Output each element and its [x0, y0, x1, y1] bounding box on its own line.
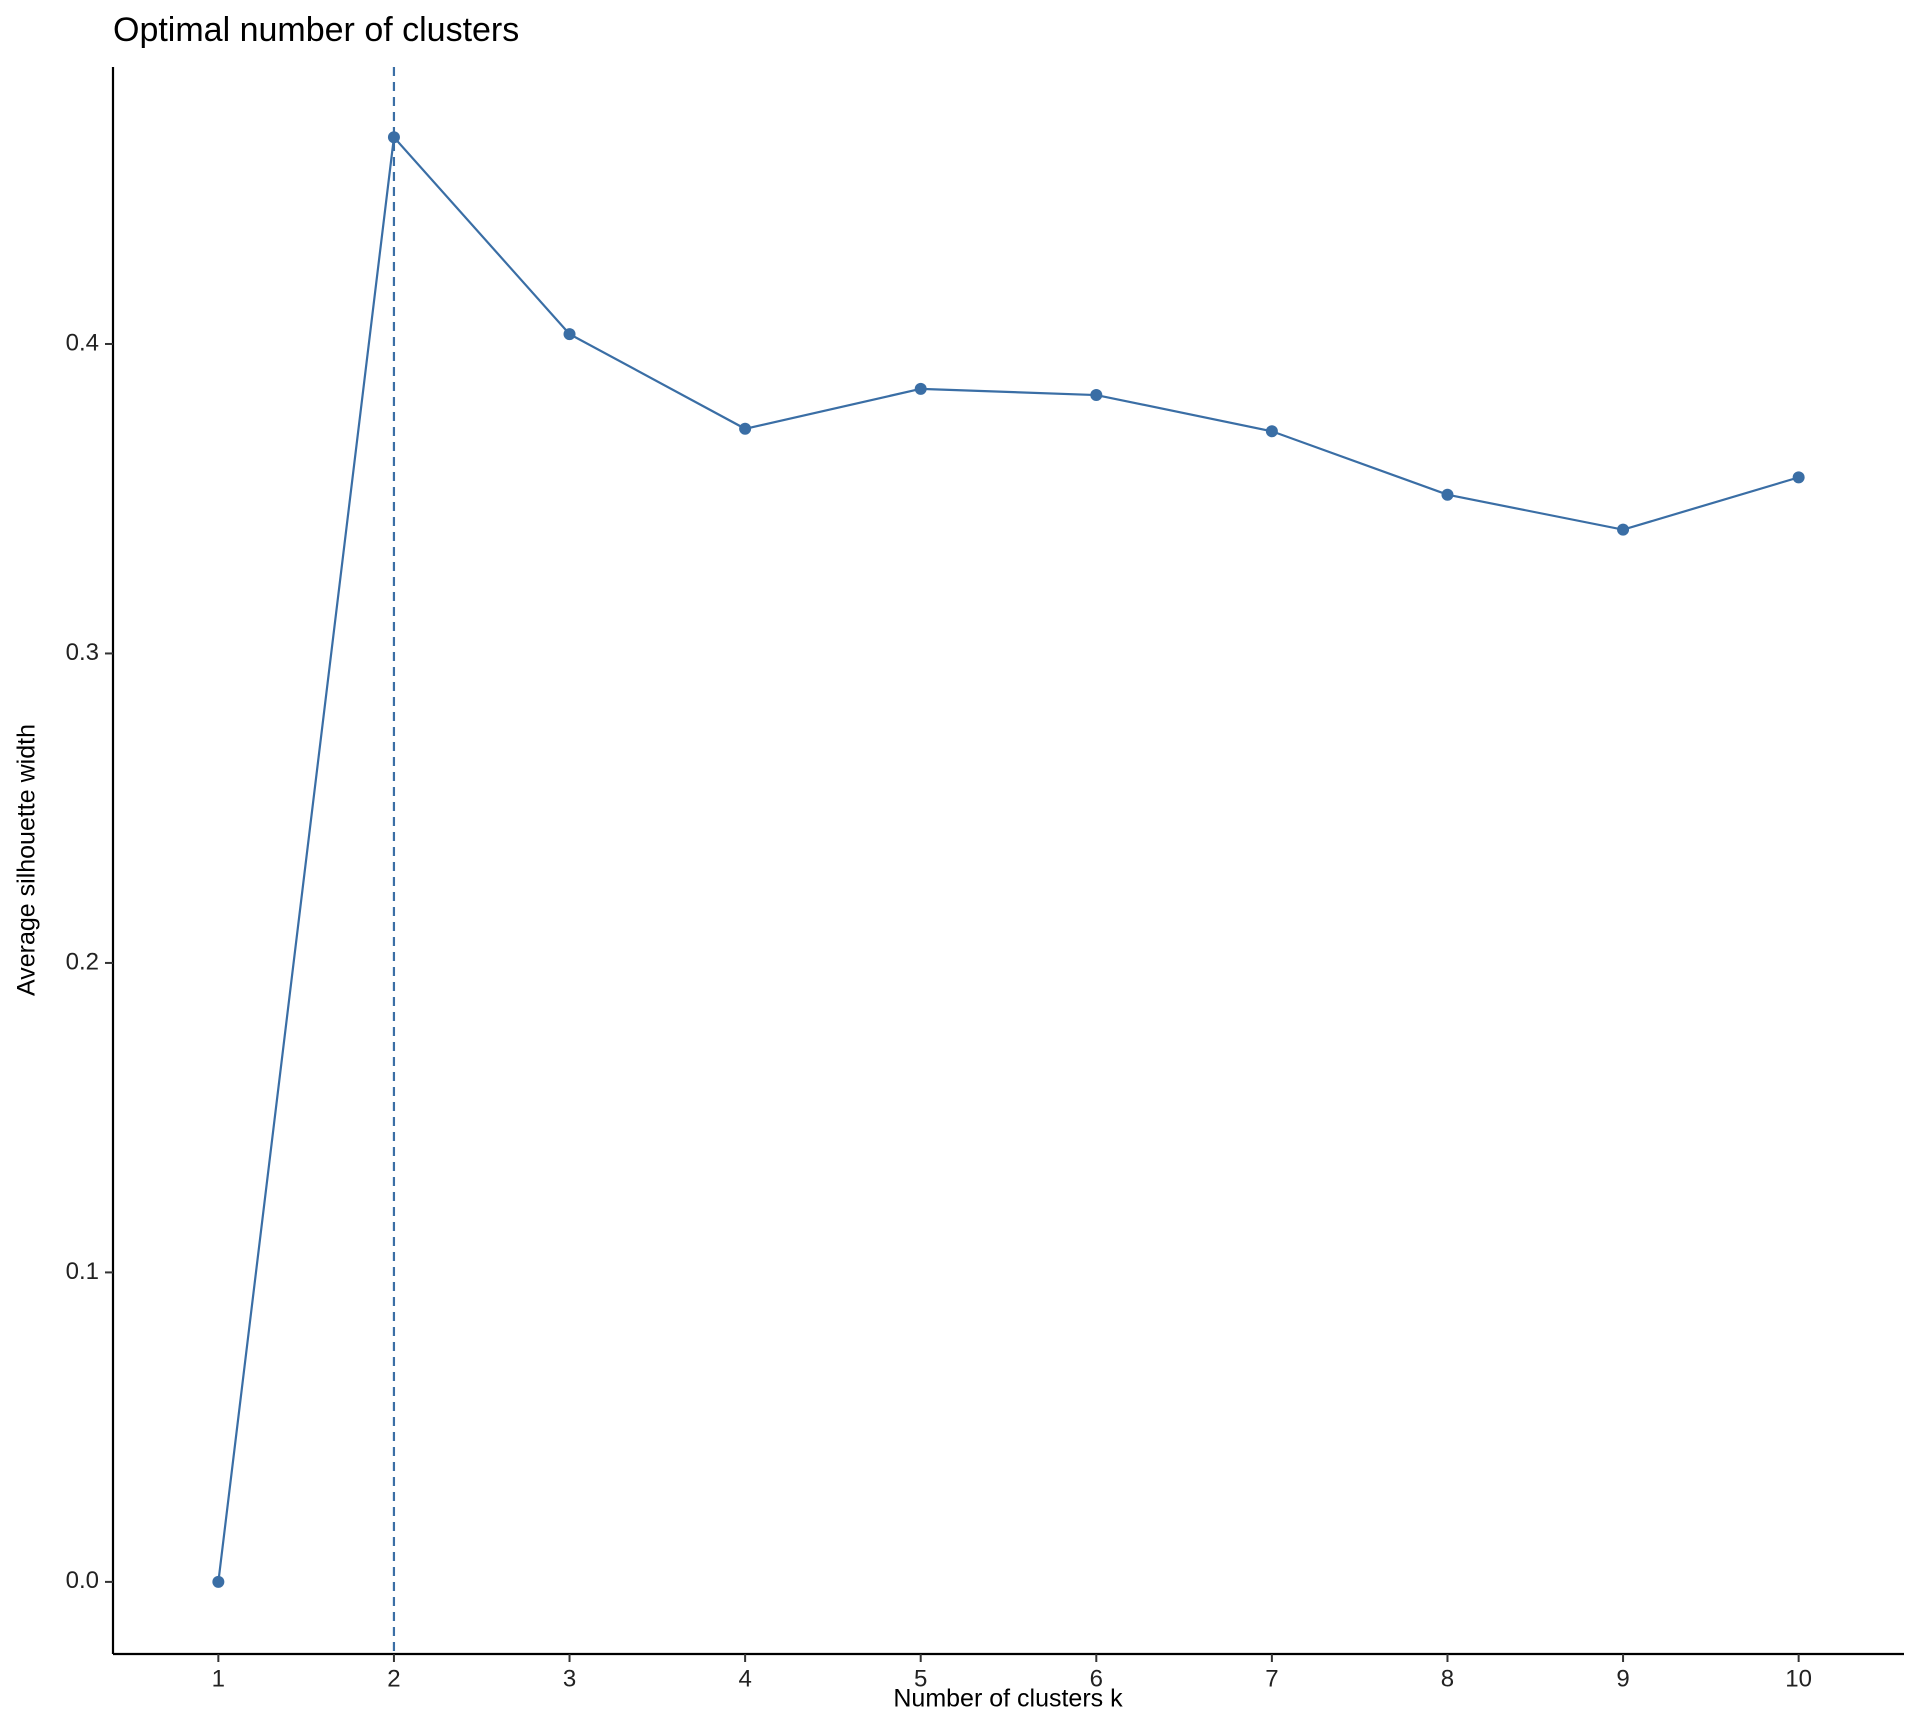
point [1265, 425, 1278, 438]
point [387, 131, 400, 144]
x-tick-label: 5 [914, 1665, 927, 1692]
chart-title: Optimal number of clusters [113, 11, 519, 49]
series-line [217, 134, 1799, 1583]
point [563, 328, 576, 341]
y-axis-title: Average silhouette width [13, 724, 41, 996]
point [1617, 523, 1630, 536]
y-tick-label: 0.0 [66, 1567, 99, 1594]
x-tick-label: 10 [1785, 1665, 1812, 1692]
y-tick-label: 0.3 [66, 639, 99, 666]
x-tick-label: 4 [738, 1665, 751, 1692]
x-tick-label: 9 [1616, 1665, 1629, 1692]
point [914, 382, 927, 395]
y-tick-label: 0.4 [66, 329, 99, 356]
point [1441, 488, 1454, 501]
x-tick-label: 6 [1090, 1665, 1103, 1692]
x-tick-label: 8 [1441, 1665, 1454, 1692]
y-tick-label: 0.2 [66, 948, 99, 975]
y-tick-label: 0.1 [66, 1258, 99, 1285]
point [1090, 389, 1103, 402]
x-tick-label: 2 [387, 1665, 400, 1692]
point [1792, 471, 1805, 484]
x-tick-label: 7 [1265, 1665, 1278, 1692]
x-tick-label: 1 [212, 1665, 225, 1692]
x-axis-title: Number of clusters k [893, 1685, 1123, 1713]
point [739, 422, 752, 435]
point [212, 1575, 225, 1588]
x-tick-label: 3 [563, 1665, 576, 1692]
